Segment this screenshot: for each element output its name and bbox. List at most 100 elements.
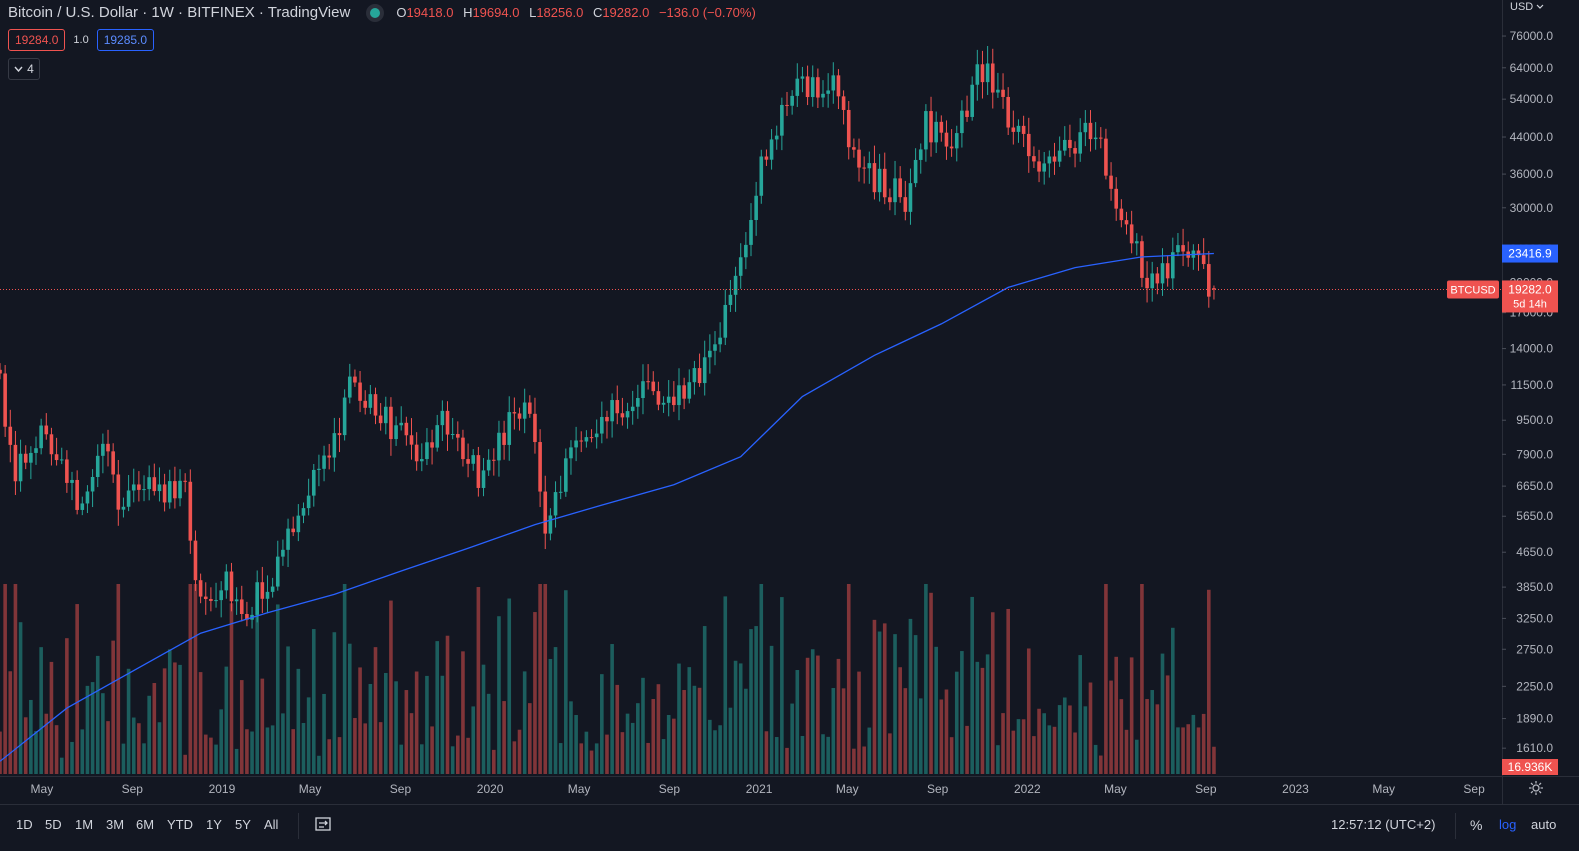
volume-bar xyxy=(682,690,686,774)
candle-body xyxy=(1073,148,1077,154)
volume-bar xyxy=(106,721,110,774)
candle-body xyxy=(373,394,378,416)
candle-body xyxy=(980,64,985,83)
bottom-toolbar: 1D 5D 1M 3M 6M YTD 1Y 5Y All 12:57:12 (U… xyxy=(0,804,1579,851)
candle-body xyxy=(713,344,717,351)
clock-timezone[interactable]: 12:57:12 (UTC+2) xyxy=(1331,817,1436,832)
candle-body xyxy=(95,455,100,478)
chevron-down-icon xyxy=(1536,4,1544,9)
candle-body xyxy=(1006,96,1010,128)
volume-bar xyxy=(666,715,671,774)
candle-body xyxy=(780,104,784,136)
volume-bar xyxy=(985,654,990,774)
volume-bar xyxy=(383,672,388,774)
volume-bar xyxy=(1073,732,1077,774)
volume-bar xyxy=(332,632,337,774)
close-value: 19282.0 xyxy=(602,5,650,20)
volume-bar xyxy=(1078,655,1083,774)
range-1m-button[interactable]: 1M xyxy=(75,817,94,832)
indicators-toggle-button[interactable]: 4 xyxy=(8,58,40,80)
candle-body xyxy=(677,385,681,406)
percent-scale-button[interactable]: % xyxy=(1470,817,1483,833)
price-scale-panel[interactable] xyxy=(1502,0,1579,804)
open-value: 19418.0 xyxy=(406,5,454,20)
candle-body xyxy=(1134,241,1139,244)
log-scale-button[interactable]: log xyxy=(1499,817,1517,832)
time-scale-panel[interactable] xyxy=(0,777,1502,804)
volume-bar xyxy=(353,718,357,774)
auto-scale-button[interactable]: auto xyxy=(1531,817,1557,832)
candle-body xyxy=(198,580,203,597)
range-1y-button[interactable]: 1Y xyxy=(206,817,222,832)
date-range-icon[interactable] xyxy=(314,815,332,833)
volume-bar xyxy=(749,629,753,774)
settings-gear-icon[interactable] xyxy=(1528,780,1544,796)
volume-bar xyxy=(435,641,440,774)
volume-bar xyxy=(528,703,532,774)
high-value: 19694.0 xyxy=(472,5,520,20)
symbol-title[interactable]: Bitcoin / U.S. Dollar · 1W · BITFINEX · … xyxy=(8,4,351,21)
candle-body xyxy=(615,400,620,414)
candle-body xyxy=(522,402,527,419)
candle-body xyxy=(461,437,465,460)
range-6m-button[interactable]: 6M xyxy=(136,817,155,832)
candle-body xyxy=(116,474,121,510)
candle-body xyxy=(954,133,959,149)
volume-bar xyxy=(1145,699,1149,774)
volume-bar xyxy=(1021,719,1026,774)
candle-body xyxy=(1150,273,1155,289)
currency-button[interactable]: USD xyxy=(1510,1,1544,13)
volume-bar xyxy=(1191,714,1196,774)
candle-body xyxy=(152,477,157,492)
candle-body xyxy=(229,571,234,602)
range-1d-button[interactable]: 1D xyxy=(16,817,33,832)
time-tick-label: May xyxy=(836,782,859,796)
range-ytd-button[interactable]: YTD xyxy=(167,817,193,832)
candle-body xyxy=(183,480,187,482)
volume-bar xyxy=(1140,584,1144,774)
candle-body xyxy=(733,275,738,295)
candle-body xyxy=(492,459,496,461)
candle-body xyxy=(39,425,43,449)
volume-bar xyxy=(322,693,326,774)
volume-bar xyxy=(476,587,481,774)
candle-body xyxy=(672,396,676,406)
candle-body xyxy=(877,168,882,193)
candle-body xyxy=(502,432,506,445)
volume-bar xyxy=(882,623,887,774)
candle-body xyxy=(34,448,38,453)
candle-body xyxy=(75,479,79,510)
candle-body xyxy=(929,111,933,143)
volume-bar xyxy=(111,640,115,774)
candle-body xyxy=(419,459,424,462)
sell-button[interactable]: 19284.0 xyxy=(8,29,66,51)
candle-body xyxy=(1021,125,1026,134)
volume-bar xyxy=(702,626,707,774)
candle-body xyxy=(389,406,393,440)
volume-bar xyxy=(687,667,692,774)
volume-bar xyxy=(708,719,712,774)
range-all-button[interactable]: All xyxy=(264,817,279,832)
volume-bar xyxy=(754,626,758,774)
indicators-count: 4 xyxy=(27,62,34,76)
candle-body xyxy=(996,89,1000,93)
candle-body xyxy=(101,443,105,456)
candle-body xyxy=(450,434,455,436)
quote-buttons: 19284.0 1.0 19285.0 xyxy=(8,29,155,51)
candle-body xyxy=(960,110,964,134)
price-tick-label: 2250.0 xyxy=(1516,679,1553,693)
volume-bar xyxy=(893,634,897,774)
candle-body xyxy=(548,515,553,534)
volume-bar xyxy=(502,701,506,774)
candle-body xyxy=(821,93,825,98)
candle-body xyxy=(589,437,594,439)
candle-body xyxy=(646,381,650,383)
candle-body xyxy=(1068,139,1072,149)
range-5y-button[interactable]: 5Y xyxy=(235,817,251,832)
volume-bar xyxy=(296,668,301,774)
candle-body xyxy=(157,484,162,492)
range-5d-button[interactable]: 5D xyxy=(45,817,62,832)
buy-button[interactable]: 19285.0 xyxy=(96,29,155,51)
range-3m-button[interactable]: 3M xyxy=(106,817,125,832)
